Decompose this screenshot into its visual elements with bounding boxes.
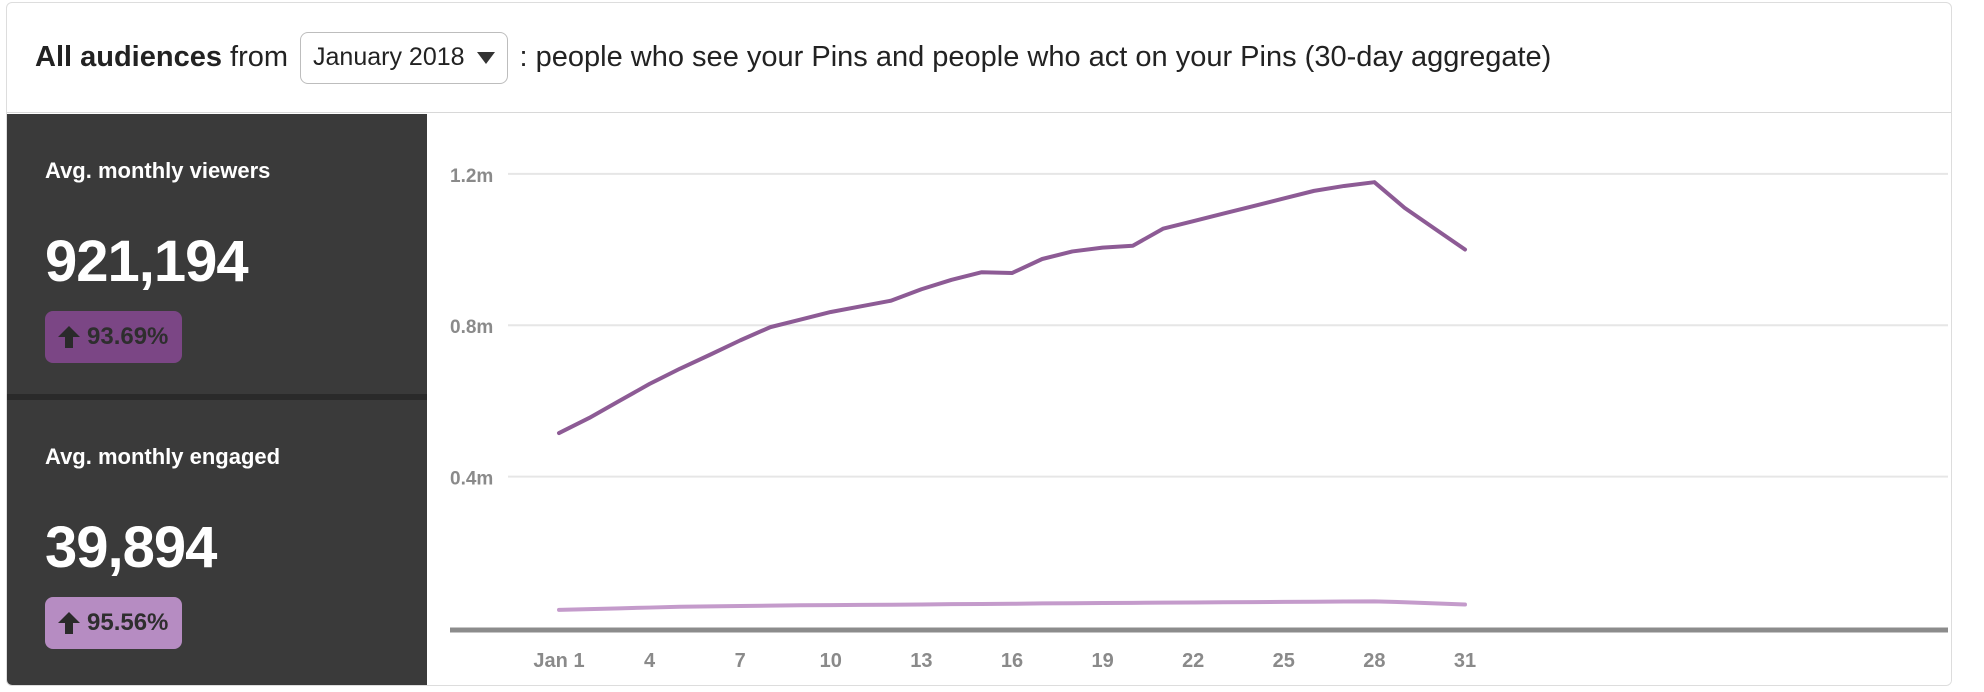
arrow-up-icon — [58, 612, 80, 634]
change-value: 95.56% — [87, 609, 169, 636]
x-tick-label: 19 — [1091, 650, 1113, 672]
header-from-text: from — [230, 41, 289, 73]
x-tick-label: 22 — [1182, 650, 1204, 672]
arrow-up-icon — [58, 326, 80, 348]
change-value: 93.69% — [87, 323, 169, 350]
series-line-1 — [557, 180, 1467, 436]
audience-header: All audiences from January 2018 : people… — [7, 3, 1951, 113]
audience-line-chart: 0.4m 0.8m 1.2m Jan 1 4 7 10 13 16 19 22 25 28 31 — [428, 114, 1951, 685]
metric-label: Avg. monthly viewers — [45, 158, 271, 183]
month-dropdown-label: January 2018 — [313, 43, 465, 71]
y-tick-label: 0.4m — [450, 469, 493, 490]
metric-value: 39,894 — [45, 515, 217, 580]
chevron-down-icon — [476, 51, 495, 64]
header-description: : people who see your Pins and people wh… — [519, 41, 1552, 73]
x-tick-label: 4 — [644, 650, 656, 672]
audience-card: All audiences from January 2018 : people… — [6, 2, 1952, 686]
header-title: All audiences — [35, 41, 222, 73]
metrics-sidebar: Avg. monthly viewers 921,194 93.69% Avg.… — [7, 114, 427, 685]
x-tick-label: Jan 1 — [533, 650, 584, 672]
change-badge: 95.56% — [45, 597, 183, 649]
series-line-2 — [557, 599, 1467, 612]
panel-divider — [7, 394, 427, 400]
x-tick-label: 13 — [910, 650, 932, 672]
y-tick-label: 1.2m — [450, 166, 493, 187]
x-tick-label: 10 — [820, 650, 842, 672]
month-dropdown[interactable]: January 2018 — [300, 31, 508, 84]
metric-panel-viewers[interactable]: Avg. monthly viewers 921,194 93.69% — [7, 114, 427, 394]
x-tick-label: 31 — [1454, 650, 1476, 672]
x-tick-label: 16 — [1001, 650, 1023, 672]
x-tick-label: 28 — [1363, 650, 1385, 672]
y-tick-label: 0.8m — [450, 317, 493, 338]
x-tick-label: 25 — [1273, 650, 1295, 672]
metric-label: Avg. monthly engaged — [45, 444, 281, 469]
change-badge: 93.69% — [45, 311, 183, 363]
metric-panel-engaged[interactable]: Avg. monthly engaged 39,894 95.56% — [7, 400, 427, 685]
metric-value: 921,194 — [45, 229, 249, 294]
x-tick-label: 7 — [735, 650, 746, 672]
chart-svg: 0.4m 0.8m 1.2m Jan 1 4 7 10 13 16 19 22 25 28 31 — [450, 166, 1948, 672]
